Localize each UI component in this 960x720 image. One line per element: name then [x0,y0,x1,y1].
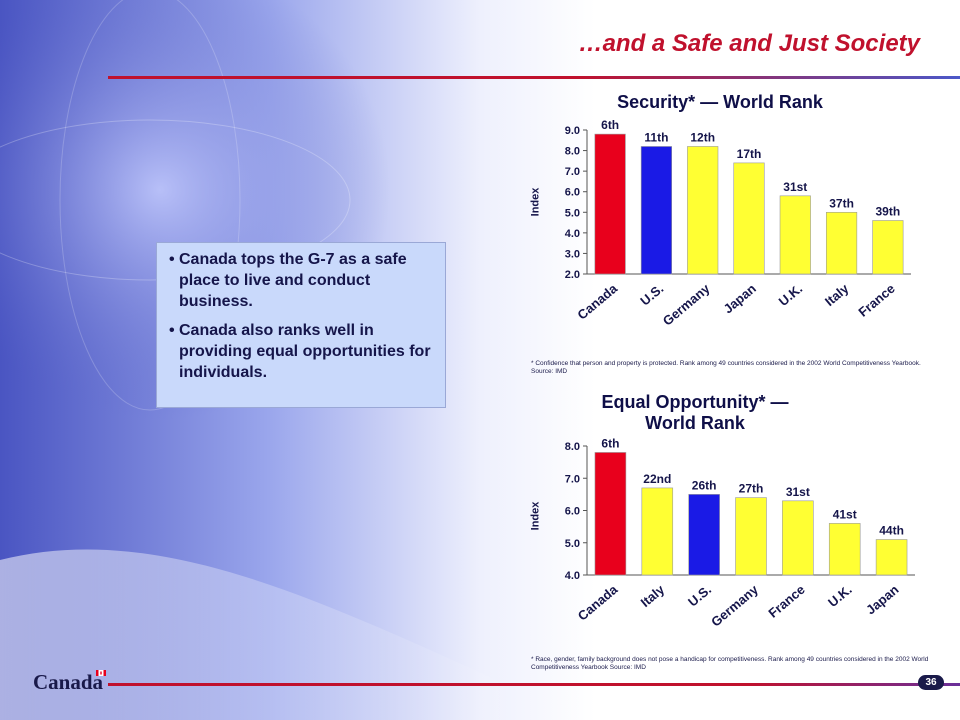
title-divider [108,76,960,79]
x-category-label: U.K. [776,281,806,309]
bar-rank-label: 26th [692,478,717,492]
y-tick-label: 4.0 [565,570,580,582]
bar-rank-label: 31st [783,180,807,194]
page-number-badge: 36 [918,675,944,690]
y-tick-label: 3.0 [565,248,580,260]
bar-rank-label: 11th [644,130,668,144]
bar-rank-label: 12th [690,130,715,144]
y-tick-label: 2.0 [565,269,580,281]
bar [875,539,908,576]
bar [687,146,719,275]
y-tick-label: 8.0 [565,441,580,453]
x-category-label: U.S. [685,582,714,610]
security-chart: Security* — World Rank Index 2.0 3.0 4.0 5.… [525,88,945,378]
callout-box: • Canada tops the G-7 as a safe place to … [156,242,446,408]
y-tick-label: 7.0 [565,166,580,178]
bar [688,494,720,576]
chart-title: Equal Opportunity* — World Rank [601,392,789,433]
x-category-label: U.K. [825,582,855,610]
bar [641,487,674,576]
x-category-label: Canada [575,581,621,623]
x-category-label: Japan [863,582,901,618]
footer-divider [108,683,960,686]
bar-rank-label: 31st [786,485,810,499]
x-category-label: France [765,582,807,621]
equal-opportunity-chart-plot: 4.0 5.0 6.0 7.0 8.0 6th Canada 22nd Italy 26th U.S… [565,436,915,630]
bar [640,146,673,275]
security-chart-plot: 2.0 3.0 4.0 5.0 6.0 7.0 8.0 9.0 6th Canada 11th U.S… [565,118,911,329]
bar-rank-label: 6th [601,118,619,132]
equal-opportunity-chart: Equal Opportunity* — World Rank Index 4.… [525,392,945,682]
bar-rank-label: 39th [876,205,901,219]
x-category-label: Japan [721,281,759,317]
y-tick-label: 9.0 [565,125,580,137]
callout-bullet: • Canada also ranks well in providing equ… [169,320,437,383]
y-tick-label: 4.0 [565,228,580,240]
y-tick-label: 5.0 [565,538,580,550]
bar [782,500,814,576]
slide-title: …and a Safe and Just Society [578,30,920,57]
chart-title: Security* — World Rank [617,92,823,112]
x-category-label: Germany [660,280,713,328]
x-category-label: France [855,281,897,320]
chart-footnote: * Confidence that person and property is… [531,360,921,375]
bar [733,162,765,275]
bar-rank-label: 6th [601,436,619,450]
x-category-label: Italy [822,280,852,309]
y-tick-label: 7.0 [565,473,580,485]
bar-rank-label: 17th [737,147,762,161]
chart-footnote: * Race, gender, family background does n… [531,656,929,671]
y-tick-label: 6.0 [565,506,580,518]
bar [872,220,904,275]
bullet-icon: • [169,251,175,268]
bar [594,133,626,275]
x-category-label: U.S. [637,281,666,309]
callout-bullet: • Canada tops the G-7 as a safe place to … [169,249,437,312]
bar [825,211,858,275]
callout-bullet-text: Canada tops the G-7 as a safe place to l… [179,251,407,310]
bar [735,497,767,576]
canada-wordmark: Canada [33,670,104,694]
x-category-label: Italy [638,581,668,610]
y-tick-label: 5.0 [565,207,580,219]
bar [594,452,627,576]
callout-bullet-text: Canada also ranks well in providing equa… [179,322,431,381]
y-tick-label: 8.0 [565,146,580,158]
x-category-label: Canada [574,280,620,322]
bar-rank-label: 41st [833,507,857,521]
bar [779,195,811,275]
canada-flag-icon [96,670,106,676]
bar-rank-label: 27th [739,482,764,496]
y-tick-label: 6.0 [565,187,580,199]
bar-rank-label: 22nd [643,472,671,486]
bar-rank-label: 37th [829,196,854,210]
bar [828,523,861,576]
bullet-icon: • [169,322,175,339]
bar-rank-label: 44th [879,524,904,538]
x-category-label: Germany [708,581,761,629]
